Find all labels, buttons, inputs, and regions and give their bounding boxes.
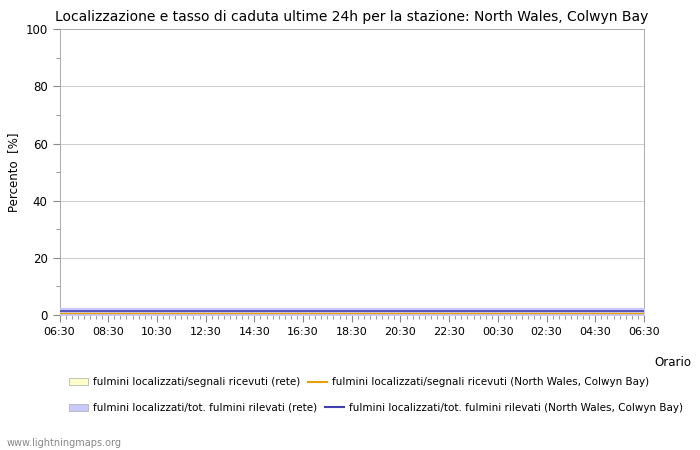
Text: Orario: Orario [654, 356, 692, 369]
Title: Localizzazione e tasso di caduta ultime 24h per la stazione: North Wales, Colwyn: Localizzazione e tasso di caduta ultime … [55, 10, 648, 24]
Legend: fulmini localizzati/tot. fulmini rilevati (rete), fulmini localizzati/tot. fulmi: fulmini localizzati/tot. fulmini rilevat… [64, 399, 687, 417]
Text: www.lightningmaps.org: www.lightningmaps.org [7, 438, 122, 448]
Y-axis label: Percento  [%]: Percento [%] [7, 132, 20, 212]
